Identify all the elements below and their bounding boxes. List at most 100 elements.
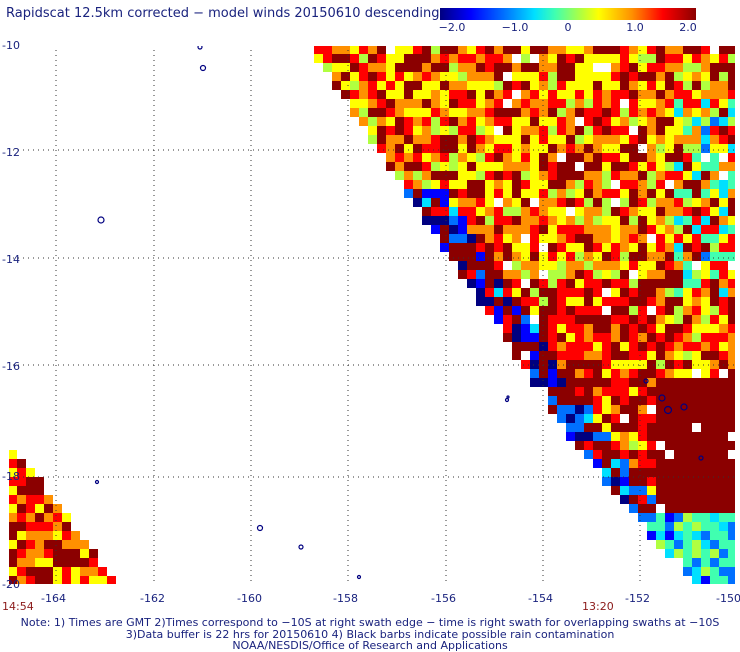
wind-cell bbox=[692, 288, 701, 297]
wind-cell bbox=[629, 144, 638, 153]
wind-cell bbox=[512, 279, 521, 288]
wind-cell bbox=[503, 234, 512, 243]
wind-cell bbox=[719, 405, 728, 414]
wind-cell bbox=[593, 297, 602, 306]
wind-cell bbox=[665, 351, 674, 360]
wind-cell bbox=[548, 333, 557, 342]
island-outline bbox=[504, 397, 510, 403]
wind-cell bbox=[710, 495, 719, 504]
wind-cell bbox=[629, 72, 638, 81]
wind-cell bbox=[593, 135, 602, 144]
wind-cell bbox=[512, 153, 521, 162]
wind-cell bbox=[665, 144, 674, 153]
wind-cell bbox=[593, 198, 602, 207]
wind-cell bbox=[368, 54, 377, 63]
wind-cell bbox=[548, 135, 557, 144]
wind-cell bbox=[620, 432, 629, 441]
wind-cell bbox=[557, 99, 566, 108]
wind-cell bbox=[494, 216, 503, 225]
wind-cell bbox=[548, 207, 557, 216]
wind-cell bbox=[404, 99, 413, 108]
wind-cell bbox=[692, 549, 701, 558]
wind-cell bbox=[701, 234, 710, 243]
wind-cell bbox=[503, 144, 512, 153]
wind-cell bbox=[620, 360, 629, 369]
wind-cell bbox=[710, 414, 719, 423]
wind-cell bbox=[512, 72, 521, 81]
wind-cell bbox=[665, 378, 674, 387]
wind-cell bbox=[17, 567, 26, 576]
wind-cell bbox=[701, 450, 710, 459]
wind-cell bbox=[431, 81, 440, 90]
wind-cell bbox=[476, 243, 485, 252]
wind-cell bbox=[80, 567, 89, 576]
wind-cell bbox=[584, 90, 593, 99]
wind-cell bbox=[440, 135, 449, 144]
wind-cell bbox=[530, 351, 539, 360]
wind-cell bbox=[350, 72, 359, 81]
wind-cell bbox=[539, 108, 548, 117]
wind-cell bbox=[467, 63, 476, 72]
wind-cell bbox=[449, 171, 458, 180]
wind-cell bbox=[692, 432, 701, 441]
wind-cell bbox=[530, 333, 539, 342]
wind-cell bbox=[701, 144, 710, 153]
wind-cell bbox=[692, 54, 701, 63]
wind-cell bbox=[539, 234, 548, 243]
wind-cell bbox=[566, 189, 575, 198]
wind-cell bbox=[719, 99, 728, 108]
wind-cell bbox=[638, 432, 647, 441]
wind-cell bbox=[710, 126, 719, 135]
wind-cell bbox=[674, 477, 683, 486]
wind-cell bbox=[80, 558, 89, 567]
wind-cell bbox=[701, 198, 710, 207]
wind-cell bbox=[314, 45, 323, 54]
wind-cell bbox=[80, 540, 89, 549]
wind-cell bbox=[449, 81, 458, 90]
wind-cell bbox=[530, 369, 539, 378]
wind-cell bbox=[494, 54, 503, 63]
wind-cell bbox=[566, 369, 575, 378]
wind-cell bbox=[44, 549, 53, 558]
wind-cell bbox=[368, 126, 377, 135]
wind-cell bbox=[449, 162, 458, 171]
wind-cell bbox=[674, 63, 683, 72]
wind-cell bbox=[611, 432, 620, 441]
wind-cell bbox=[602, 369, 611, 378]
wind-cell bbox=[692, 189, 701, 198]
wind-cell bbox=[368, 63, 377, 72]
wind-cell bbox=[449, 198, 458, 207]
wind-cell bbox=[665, 63, 674, 72]
wind-cell bbox=[701, 45, 710, 54]
wind-cell bbox=[557, 270, 566, 279]
wind-cell bbox=[539, 162, 548, 171]
wind-cell bbox=[593, 162, 602, 171]
time-label-right: 13:20 bbox=[582, 600, 614, 613]
wind-cell bbox=[431, 180, 440, 189]
wind-cell bbox=[683, 252, 692, 261]
wind-cell bbox=[683, 324, 692, 333]
wind-cell bbox=[710, 423, 719, 432]
wind-cell bbox=[728, 54, 736, 63]
wind-cell bbox=[683, 549, 692, 558]
wind-cell bbox=[548, 261, 557, 270]
wind-cell bbox=[602, 279, 611, 288]
wind-cell bbox=[449, 207, 458, 216]
wind-cell bbox=[404, 162, 413, 171]
wind-cell bbox=[521, 261, 530, 270]
wind-cell bbox=[728, 396, 736, 405]
wind-cell bbox=[341, 90, 350, 99]
wind-cell bbox=[719, 72, 728, 81]
wind-cell bbox=[674, 243, 683, 252]
wind-cell bbox=[557, 189, 566, 198]
wind-cell bbox=[17, 522, 26, 531]
wind-cell bbox=[656, 135, 665, 144]
wind-cell bbox=[575, 288, 584, 297]
wind-cell bbox=[710, 117, 719, 126]
wind-cell bbox=[719, 207, 728, 216]
wind-cell bbox=[728, 144, 736, 153]
wind-cell bbox=[566, 261, 575, 270]
wind-cell bbox=[593, 171, 602, 180]
wind-cell bbox=[683, 567, 692, 576]
wind-cell bbox=[710, 369, 719, 378]
